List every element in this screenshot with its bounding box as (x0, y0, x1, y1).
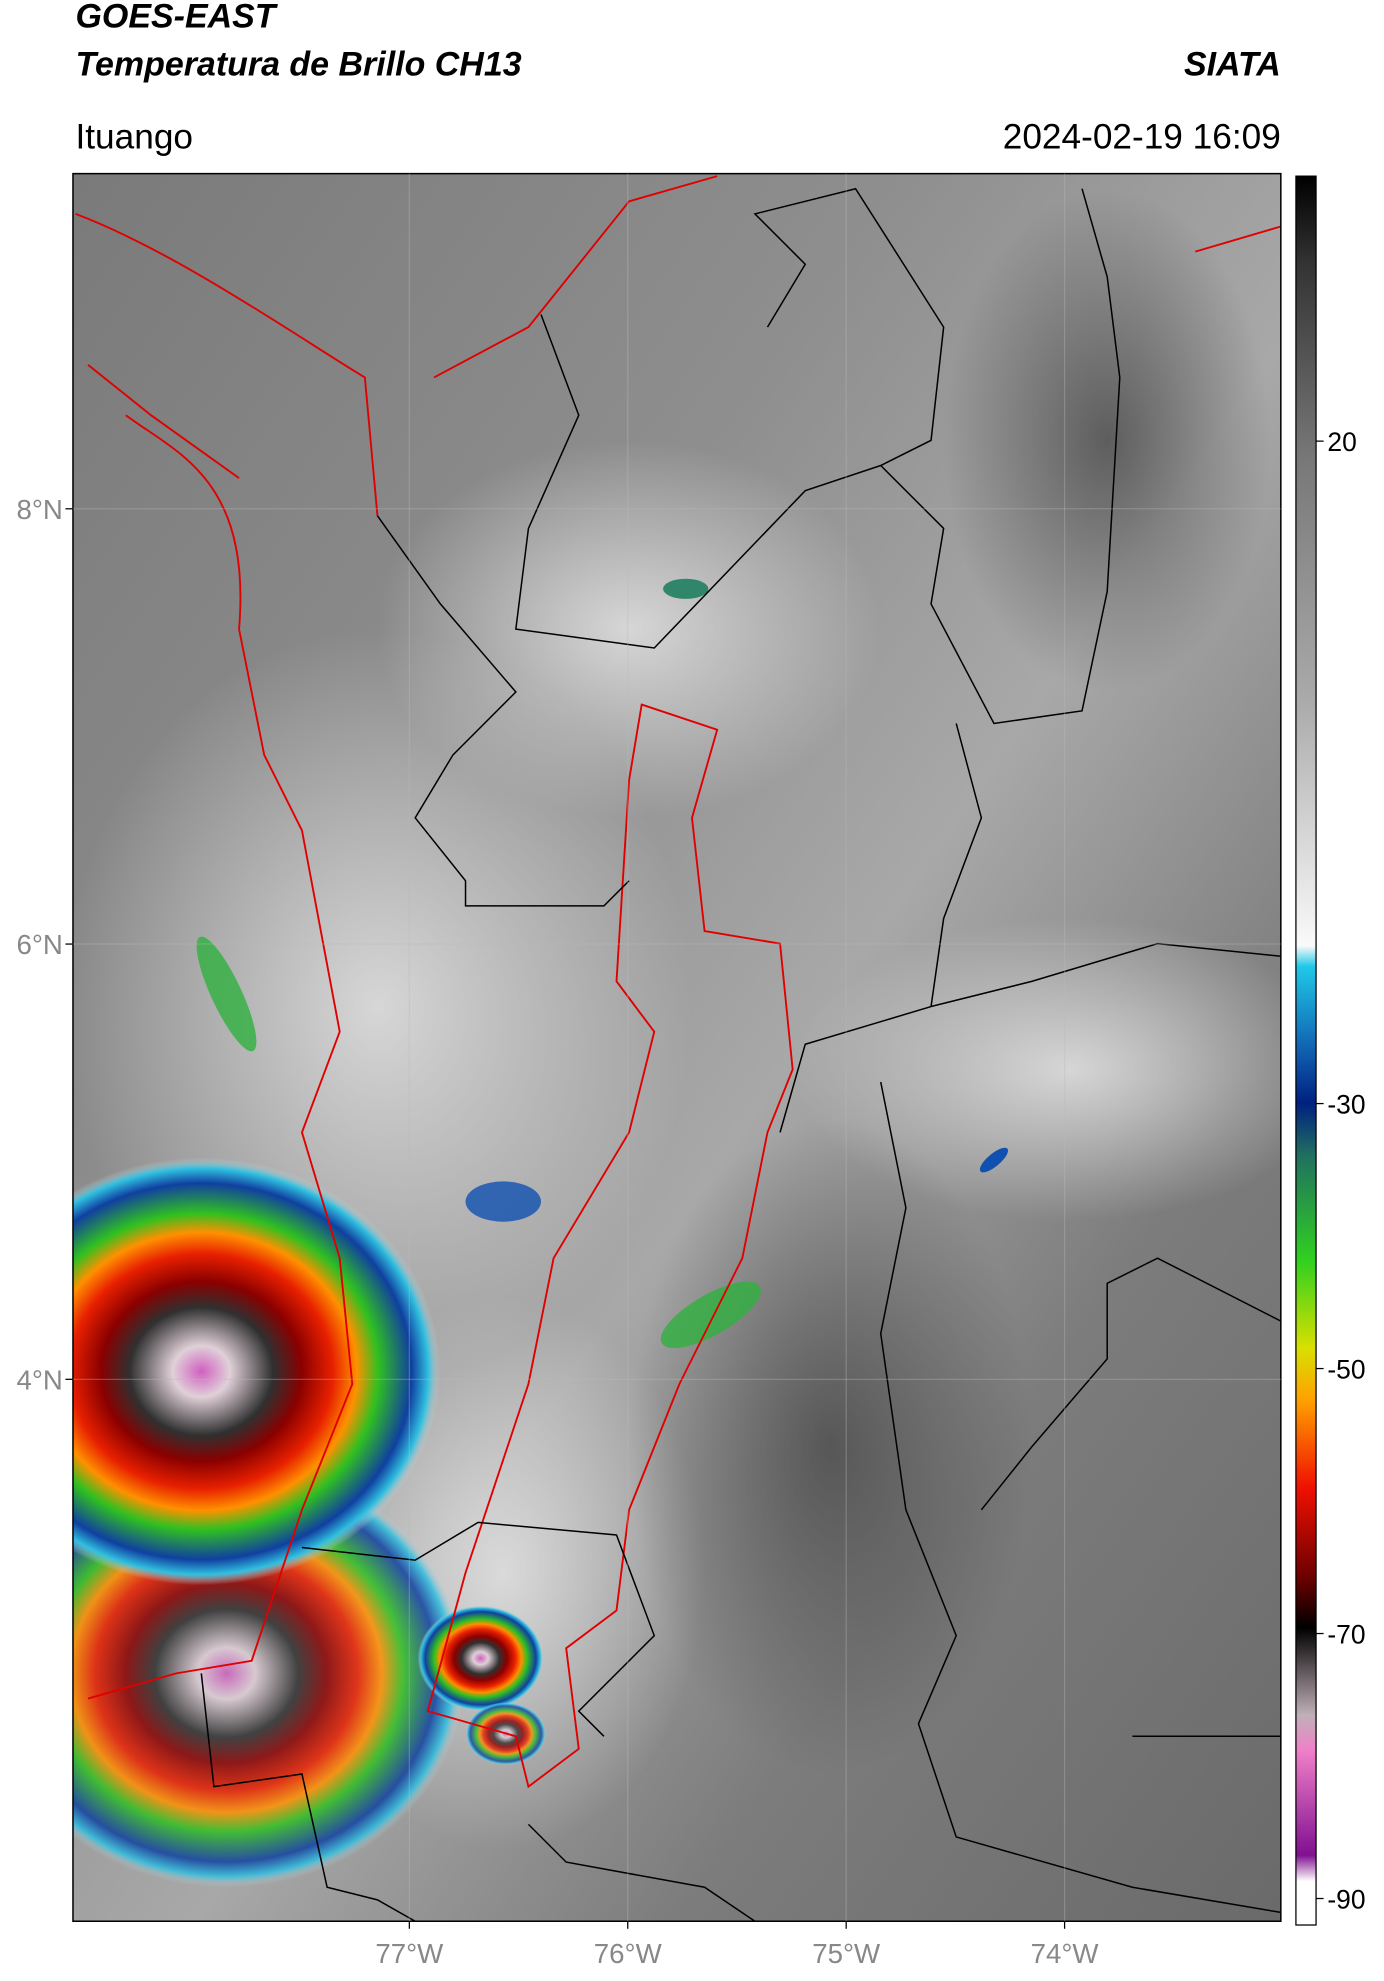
colorbar-tick-label: -70 (1327, 1620, 1365, 1650)
colorbar-tick-label: -30 (1327, 1090, 1365, 1120)
lat-tick-label: 8°N (16, 494, 62, 525)
lon-tick-label: 75°W (812, 1938, 881, 1969)
satellite-image (72, 173, 1281, 1922)
organization: SIATA (1184, 45, 1281, 83)
colorbar (1295, 175, 1317, 1926)
colorbar-tick-label: 20 (1327, 427, 1356, 457)
map-frame (72, 172, 1282, 1922)
datetime: 2024-02-19 16:09 (1003, 117, 1281, 156)
colorbar-tick-label: -90 (1327, 1885, 1365, 1915)
lat-tick-label: 4°N (16, 1364, 62, 1395)
satellite-title: GOES-EAST (75, 0, 278, 36)
lon-tick-label: 74°W (1031, 1938, 1100, 1969)
colorbar-tick-label: -50 (1327, 1355, 1365, 1385)
product-title: Temperatura de Brillo CH13 (75, 45, 521, 83)
lon-tick-label: 77°W (375, 1938, 444, 1969)
lat-tick-label: 6°N (16, 929, 62, 960)
location: Ituango (75, 117, 193, 156)
lon-tick-label: 76°W (594, 1938, 663, 1969)
